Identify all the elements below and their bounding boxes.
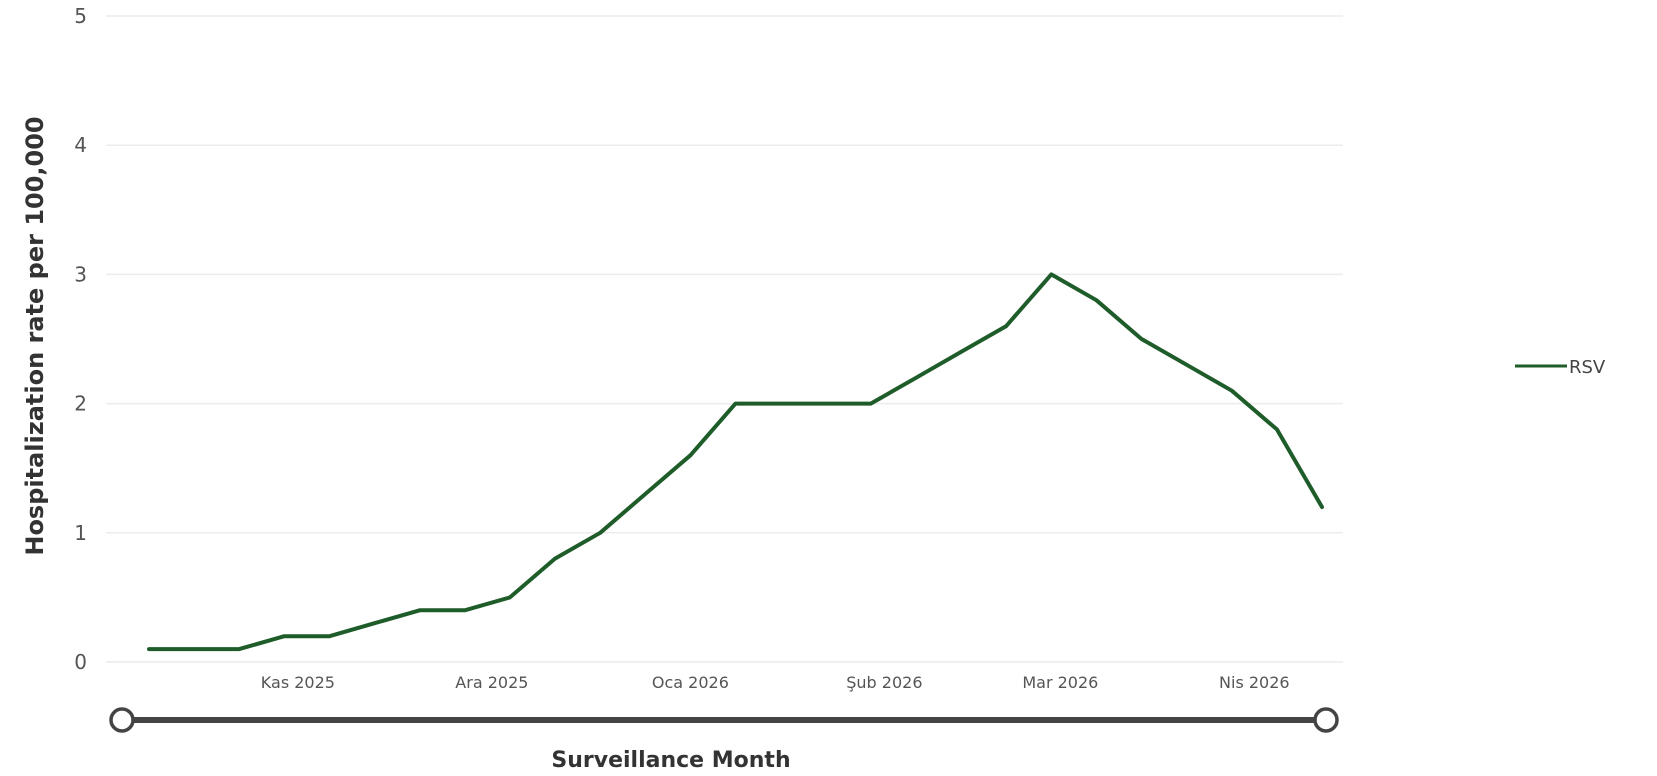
series-line-rsv[interactable]: [147, 272, 1324, 652]
series-layer: [147, 272, 1324, 652]
x-tick-label: Mar 2026: [1022, 673, 1098, 692]
y-tick-label: 4: [74, 133, 87, 157]
gridlines: [106, 15, 1343, 663]
x-axis-ticks: Kas 2025 Ara 2025 Oca 2026 Şub 2026 Mar 2026…: [261, 673, 1290, 692]
range-slider-end-handle[interactable]: [1313, 707, 1339, 733]
y-tick-label: 0: [74, 650, 87, 674]
y-tick-label: 3: [74, 262, 87, 286]
y-axis-label: Hospitalization rate per 100,000: [21, 116, 49, 555]
x-tick-label: Ara 2025: [455, 673, 528, 692]
legend[interactable]: RSV: [1515, 357, 1606, 378]
x-tick-label: Şub 2026: [846, 673, 922, 692]
range-slider-start-handle[interactable]: [109, 707, 135, 733]
x-tick-label: Kas 2025: [261, 673, 335, 692]
legend-label-rsv[interactable]: RSV: [1569, 357, 1606, 378]
x-tick-label: Oca 2026: [652, 673, 729, 692]
x-axis-label: Surveillance Month: [551, 748, 790, 773]
x-tick-label: Nis 2026: [1219, 673, 1290, 692]
y-axis-ticks: 0 1 2 3 4 5: [74, 4, 87, 674]
y-tick-label: 1: [74, 521, 87, 545]
y-tick-label: 5: [74, 4, 87, 28]
y-tick-label: 2: [74, 392, 87, 416]
range-slider[interactable]: [109, 707, 1339, 733]
